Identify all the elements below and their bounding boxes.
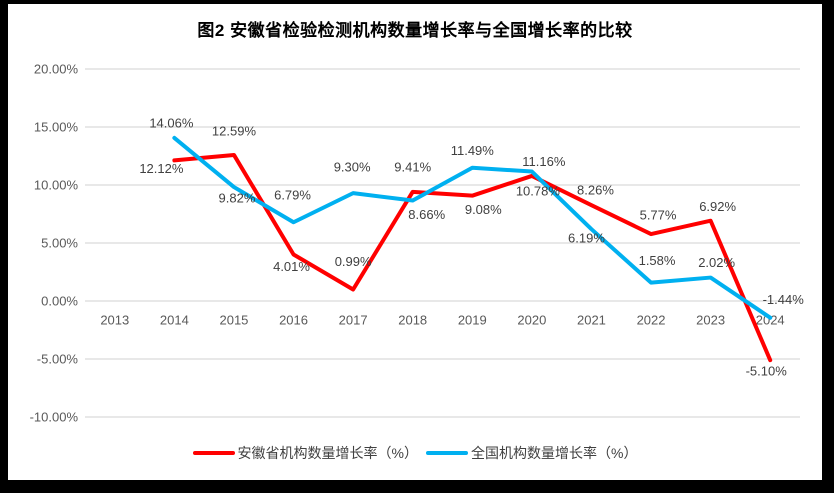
- data-label: 12.59%: [212, 123, 257, 138]
- data-label: 10.78%: [516, 183, 561, 198]
- data-label: -5.10%: [746, 364, 788, 379]
- y-axis-tick-label: -10.00%: [30, 410, 79, 425]
- legend-line-swatch: [192, 451, 235, 455]
- series-line-0: [172, 152, 773, 363]
- data-label: 6.19%: [568, 231, 605, 246]
- data-label: 12.12%: [139, 161, 184, 176]
- y-axis-tick-label: 5.00%: [41, 236, 78, 251]
- data-label: 11.49%: [451, 143, 495, 158]
- x-axis-tick-label: 2016: [279, 313, 308, 328]
- legend-line-swatch: [426, 451, 468, 455]
- legend-label: 全国机构数量增长率（%）: [471, 445, 638, 461]
- data-label: 9.08%: [465, 202, 502, 217]
- x-axis-tick-label: 2023: [696, 313, 725, 328]
- legend-item-0: 安徽省机构数量增长率（%）: [192, 443, 418, 463]
- series-line-1: [172, 135, 773, 320]
- data-label: 1.58%: [639, 253, 676, 268]
- data-label: 8.66%: [408, 207, 445, 222]
- y-axis-tick-label: 20.00%: [34, 62, 79, 77]
- x-axis-tick-label: 2019: [458, 313, 487, 328]
- x-axis-tick-label: 2014: [160, 313, 189, 328]
- data-label: 9.82%: [219, 191, 256, 206]
- chart-canvas: 图2 安徽省检验检测机构数量增长率与全国增长率的比较 20.00% 15.00% 1…: [8, 4, 822, 480]
- x-axis-tick-label: 2017: [339, 313, 368, 328]
- legend-label: 安徽省机构数量增长率（%）: [237, 445, 418, 461]
- x-axis-tick-label: 2021: [577, 313, 606, 328]
- x-axis-tick-label: 2020: [517, 313, 546, 328]
- data-label: 9.41%: [394, 159, 431, 174]
- chart-title: 图2 安徽省检验检测机构数量增长率与全国增长率的比较: [197, 21, 633, 40]
- data-label: 6.92%: [699, 199, 736, 214]
- x-axis-tick-label: 2024: [756, 313, 785, 328]
- x-axis-tick-label: 2018: [398, 313, 427, 328]
- data-label: 4.01%: [273, 259, 310, 274]
- data-label: 14.06%: [149, 115, 194, 130]
- x-axis-tick-label: 2022: [637, 313, 666, 328]
- data-label: 5.77%: [640, 208, 677, 223]
- data-label: 8.26%: [577, 183, 614, 198]
- chart-plot-area: 20.00% 15.00% 10.00% 5.00% 0.00% -5.00% -10.00…: [30, 62, 805, 425]
- data-label: 6.79%: [274, 188, 311, 203]
- data-label: 0.99%: [335, 254, 372, 269]
- legend: 安徽省机构数量增长率（%） 全国机构数量增长率（%）: [8, 442, 822, 464]
- y-axis-tick-label: 15.00%: [34, 120, 79, 135]
- legend-item-1: 全国机构数量增长率（%）: [426, 443, 637, 463]
- y-axis-tick-label: -5.00%: [37, 352, 79, 367]
- data-label: 9.30%: [334, 160, 371, 175]
- x-axis-tick-label: 2013: [100, 313, 129, 328]
- x-axis-tick-label: 2015: [219, 313, 248, 328]
- y-axis-tick-label: 0.00%: [41, 294, 78, 309]
- data-label: 2.02%: [698, 255, 735, 270]
- data-label: 11.16%: [522, 154, 566, 169]
- data-label: -1.44%: [763, 292, 805, 307]
- y-axis-tick-label: 10.00%: [34, 178, 79, 193]
